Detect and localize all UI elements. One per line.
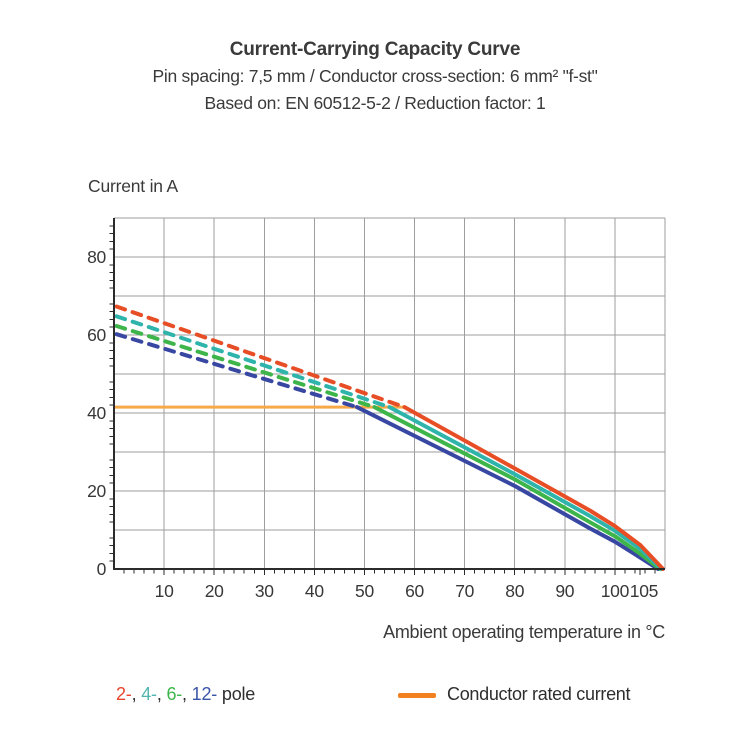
pole-legend-separator: , (182, 684, 192, 704)
x-tick-label: 105 (630, 581, 658, 601)
pole-legend-separator: , (131, 684, 142, 704)
pole-legend-suffix: pole (217, 684, 256, 704)
x-tick-label: 90 (555, 581, 574, 601)
4-pole-dashed-curve (114, 314, 392, 410)
pole-legend-6pole: 6- (166, 684, 183, 704)
6-pole-solid-curve (372, 405, 662, 571)
y-tick-label: 20 (87, 481, 106, 501)
x-axis-title: Ambient operating temperature in °C (383, 622, 665, 642)
y-tick-label: 60 (87, 325, 106, 345)
rated-current-label: Conductor rated current (447, 684, 631, 704)
pole-legend-12pole: 12- (191, 684, 218, 704)
2-pole-dashed-curve (114, 304, 407, 410)
x-tick-label: 80 (505, 581, 524, 601)
pole-legend-4pole: 4- (141, 684, 157, 704)
x-tick-label: 100 (601, 581, 630, 601)
rated-current-legend: Conductor rated current (398, 684, 631, 705)
y-tick-label: 0 (97, 559, 107, 579)
y-tick-label: 80 (87, 247, 106, 267)
2-pole-solid-curve (402, 405, 665, 571)
6-pole-dashed-curve (114, 324, 377, 410)
chart-title: Current-Carrying Capacity Curve (229, 39, 521, 60)
x-tick-label: 10 (155, 581, 174, 601)
y-tick-label: 40 (87, 403, 106, 423)
y-axis-title: Current in A (88, 176, 179, 196)
series-curves (114, 304, 665, 571)
chart-subtitle-standard: Based on: EN 60512-5-2 / Reduction facto… (204, 93, 546, 113)
x-tick-label: 50 (355, 581, 374, 601)
x-tick-label: 60 (405, 581, 424, 601)
pole-legend-separator: , (156, 684, 167, 704)
x-tick-label: 70 (455, 581, 474, 601)
rated-current-line-swatch (398, 692, 436, 698)
12-pole-solid-curve (354, 405, 660, 571)
x-tick-label: 20 (205, 581, 224, 601)
x-tick-label: 40 (305, 581, 324, 601)
chart-header: Current-Carrying Capacity Curve Pin spac… (0, 36, 750, 117)
pole-legend-2pole: 2- (116, 684, 132, 704)
chart-subtitle-spec: Pin spacing: 7,5 mm / Conductor cross-se… (152, 66, 598, 86)
4-pole-solid-curve (387, 405, 664, 571)
pole-legend: 2-, 4-, 6-, 12- pole (116, 684, 255, 705)
tick-labels: 0 20 40 60 80 10 20 30 40 50 60 70 80 90 100 105 (87, 247, 658, 601)
12-pole-dashed-curve (114, 332, 359, 410)
axes (113, 218, 665, 570)
x-tick-label: 30 (255, 581, 274, 601)
